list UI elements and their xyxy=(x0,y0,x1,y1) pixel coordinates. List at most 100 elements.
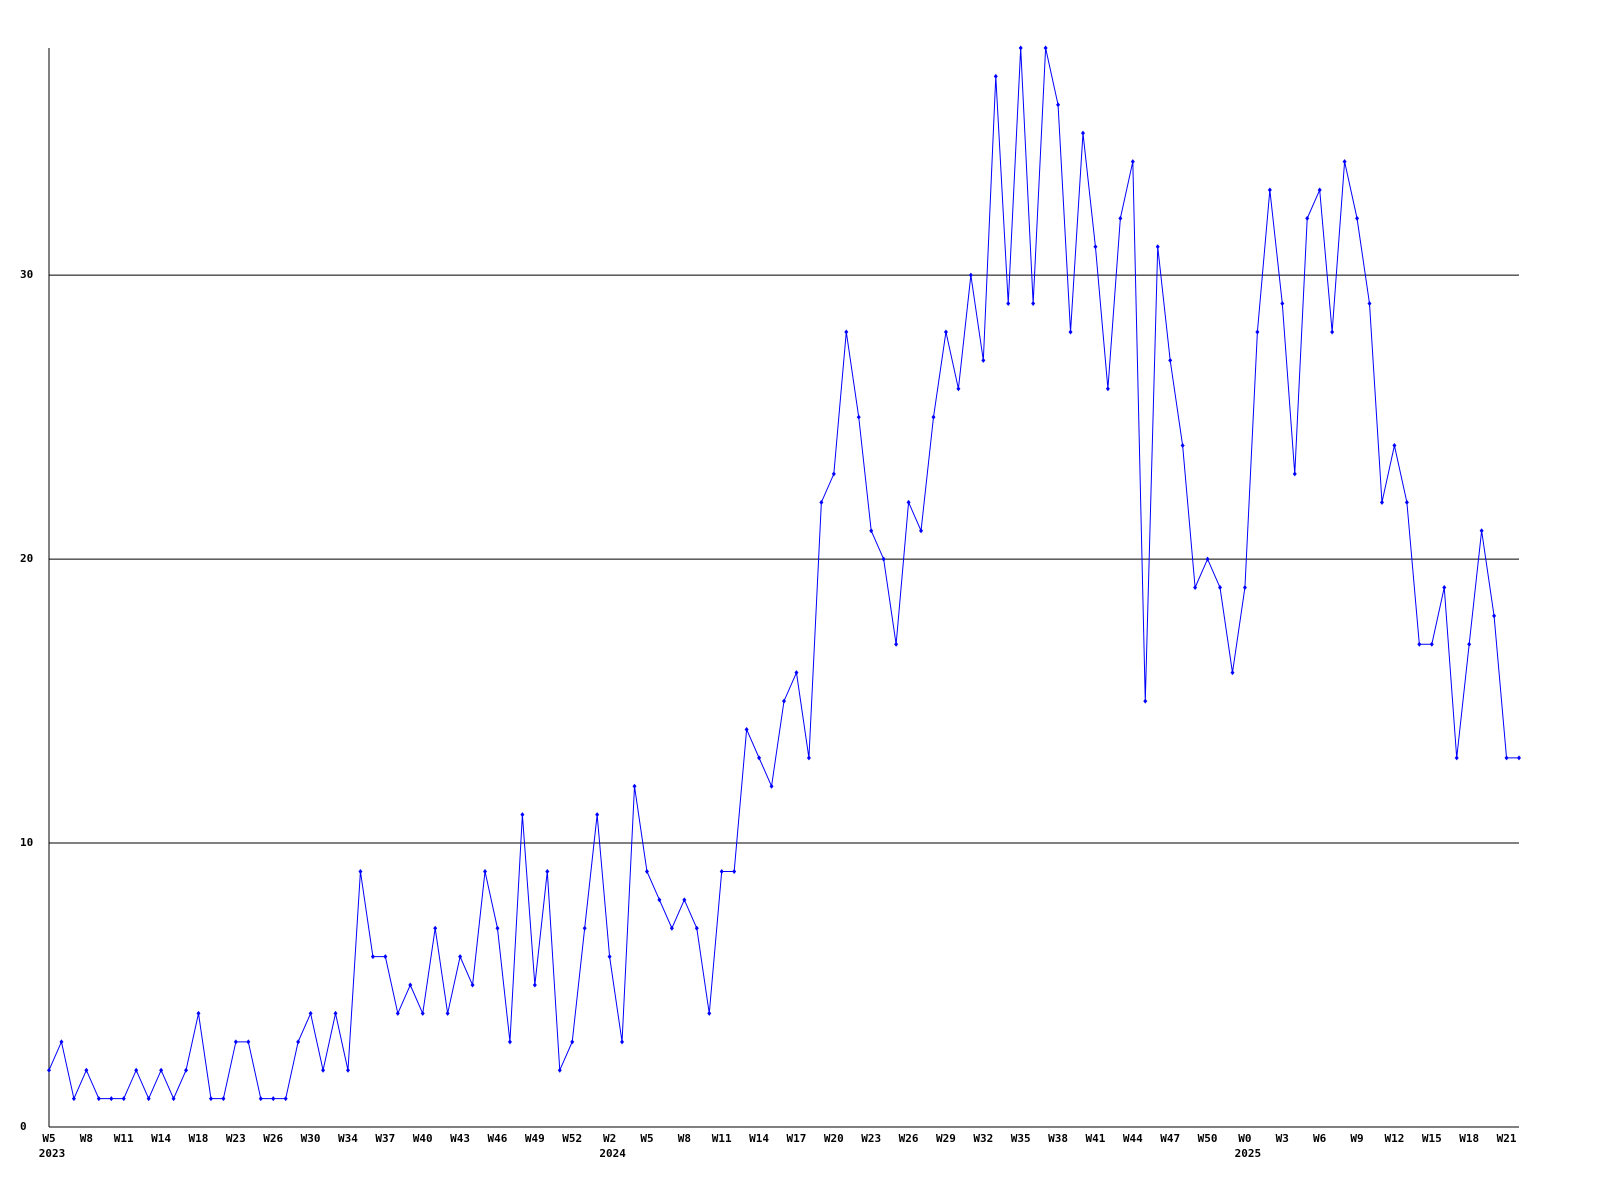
point-marker xyxy=(1404,499,1409,505)
x-tick-label: W50 xyxy=(1198,1132,1218,1145)
point-marker xyxy=(184,1067,189,1073)
point-marker xyxy=(283,1096,288,1102)
point-marker xyxy=(1105,386,1110,392)
point-marker xyxy=(1130,159,1135,165)
point-marker xyxy=(1242,585,1247,590)
x-tick-label: W15 xyxy=(1422,1132,1442,1145)
point-marker xyxy=(458,954,463,960)
point-marker xyxy=(171,1096,176,1102)
x-tick-label: W11 xyxy=(712,1132,732,1145)
point-marker xyxy=(433,925,438,931)
x-tick-label: W26 xyxy=(263,1132,283,1145)
point-marker xyxy=(1454,755,1459,761)
series-line xyxy=(48,47,1519,1101)
x-tick-label: W30 xyxy=(301,1132,321,1145)
point-marker xyxy=(856,414,861,420)
point-marker xyxy=(420,1010,425,1016)
y-tick-label: 10 xyxy=(20,836,33,849)
x-tick-label: W41 xyxy=(1086,1132,1106,1145)
point-marker xyxy=(931,414,936,420)
point-marker xyxy=(395,1010,400,1016)
point-marker xyxy=(943,329,948,335)
point-marker xyxy=(483,868,488,874)
x-tick-label: W8 xyxy=(80,1132,93,1145)
point-marker xyxy=(520,812,525,818)
point-marker xyxy=(1143,698,1148,704)
x-tick-label: W14 xyxy=(151,1132,171,1145)
point-marker xyxy=(333,1010,338,1016)
point-marker xyxy=(1342,159,1347,165)
x-tick-label: W23 xyxy=(226,1132,246,1145)
x-tick-label: W32 xyxy=(973,1132,993,1145)
point-marker xyxy=(246,1039,251,1045)
x-tick-label: W23 xyxy=(861,1132,881,1145)
x-tick-label: W8 xyxy=(678,1132,691,1145)
x-tick-label: W37 xyxy=(375,1132,395,1145)
point-marker xyxy=(682,897,687,903)
point-marker xyxy=(59,1039,64,1045)
x-tick-label: W40 xyxy=(413,1132,433,1145)
point-marker xyxy=(296,1039,301,1045)
point-marker xyxy=(819,499,824,505)
x-tick-label: W0 xyxy=(1238,1132,1251,1145)
point-marker xyxy=(669,925,674,931)
x-tick-label: W20 xyxy=(824,1132,844,1145)
x-tick-label: W14 xyxy=(749,1132,769,1145)
point-marker xyxy=(769,783,774,789)
point-marker xyxy=(1317,187,1322,193)
point-marker xyxy=(570,1039,575,1045)
point-marker xyxy=(84,1067,89,1073)
point-marker xyxy=(1056,102,1061,108)
point-marker xyxy=(1379,499,1384,505)
point-marker xyxy=(408,982,413,988)
point-marker xyxy=(258,1096,263,1102)
point-marker xyxy=(1367,301,1372,307)
point-marker xyxy=(47,1067,51,1073)
x-year-label: 2023 xyxy=(39,1147,66,1160)
x-tick-label: W49 xyxy=(525,1132,545,1145)
x-tick-label: W47 xyxy=(1160,1132,1180,1145)
point-marker xyxy=(1417,641,1422,647)
point-marker xyxy=(271,1096,276,1102)
point-marker xyxy=(1230,670,1235,676)
y-tick-label: 20 xyxy=(20,552,33,565)
point-marker xyxy=(707,1010,712,1016)
point-marker xyxy=(233,1039,238,1045)
x-tick-label: W18 xyxy=(1459,1132,1479,1145)
point-marker xyxy=(358,868,363,874)
x-tick-label: W3 xyxy=(1276,1132,1289,1145)
point-marker xyxy=(1043,45,1048,51)
point-marker xyxy=(595,812,600,818)
point-marker xyxy=(732,868,737,874)
point-marker xyxy=(221,1096,226,1102)
point-marker xyxy=(1080,130,1085,136)
point-marker xyxy=(694,925,699,931)
point-marker xyxy=(1218,585,1223,590)
point-marker xyxy=(495,925,500,931)
point-marker xyxy=(445,1010,450,1016)
x-tick-label: W5 xyxy=(640,1132,653,1145)
point-marker xyxy=(1068,329,1073,335)
x-tick-label: W26 xyxy=(899,1132,919,1145)
x-tick-label: W2 xyxy=(603,1132,616,1145)
point-marker xyxy=(383,954,388,960)
point-marker xyxy=(1280,301,1285,307)
point-marker xyxy=(1255,329,1260,335)
x-tick-label: W38 xyxy=(1048,1132,1068,1145)
point-marker xyxy=(121,1096,126,1102)
point-marker xyxy=(806,755,811,761)
point-marker xyxy=(159,1067,164,1073)
point-marker xyxy=(470,982,475,988)
point-marker xyxy=(844,329,849,335)
point-marker xyxy=(968,272,973,278)
point-marker xyxy=(1355,215,1360,221)
point-marker xyxy=(881,556,886,562)
y-tick-label: 30 xyxy=(20,268,33,281)
point-marker xyxy=(1193,585,1198,590)
x-tick-label: W9 xyxy=(1350,1132,1363,1145)
point-marker xyxy=(719,868,724,874)
point-marker xyxy=(993,73,998,79)
x-tick-label: W43 xyxy=(450,1132,470,1145)
point-marker xyxy=(196,1010,201,1016)
